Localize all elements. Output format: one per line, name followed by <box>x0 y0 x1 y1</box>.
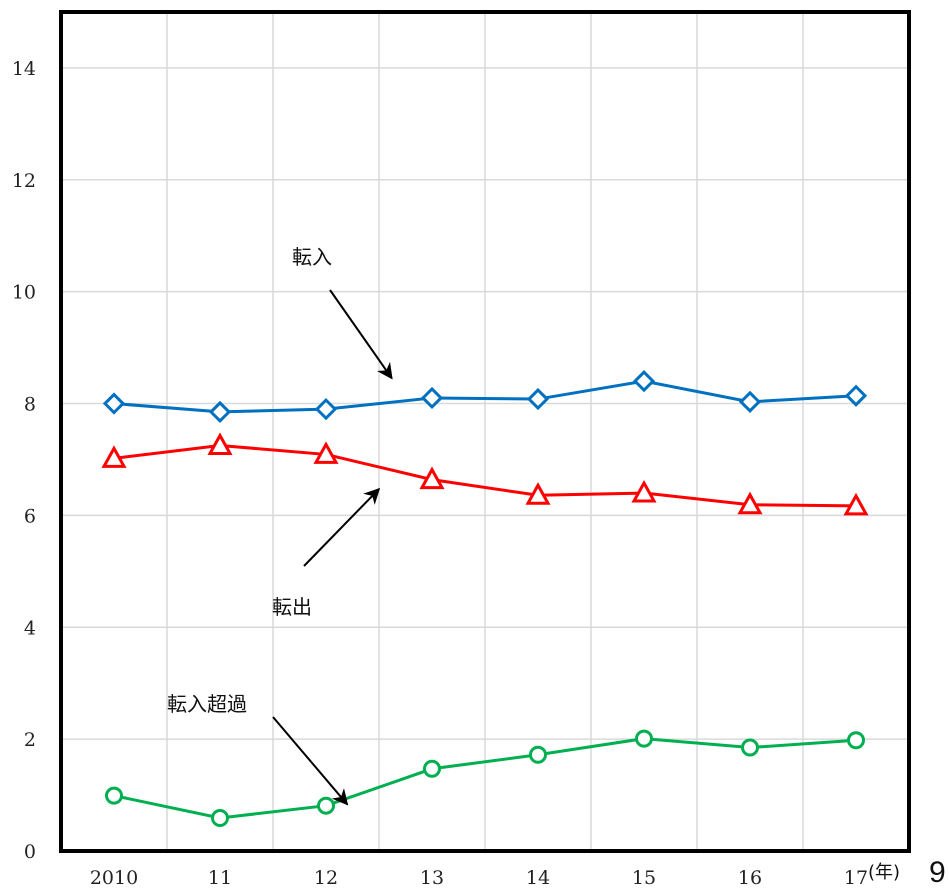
gridlines <box>61 12 909 851</box>
x-axis-ticks: 2010 11 12 13 14 15 16 17 <box>90 867 868 889</box>
data-point-circle <box>211 808 229 827</box>
data-point-triangle <box>207 432 233 455</box>
data-point-circle <box>847 731 865 750</box>
annotation-arrow <box>272 716 349 806</box>
x-tick-label: 14 <box>526 867 550 889</box>
x-axis-unit-label: (年) <box>868 862 900 883</box>
data-point-triangle <box>631 479 657 503</box>
data-point-circle <box>635 729 653 748</box>
x-tick-label: 12 <box>314 867 338 889</box>
x-tick-label: 15 <box>632 867 656 889</box>
data-point-triangle <box>313 441 339 464</box>
series-group <box>101 370 869 827</box>
series-line-triangle <box>113 443 857 508</box>
data-point-diamond <box>420 386 444 410</box>
data-point-diamond <box>314 398 338 421</box>
data-point-circle <box>741 738 759 757</box>
annotation-label: 転入超過 <box>167 692 247 716</box>
y-tick-label: 8 <box>24 394 36 416</box>
x-tick-label: 13 <box>420 867 444 889</box>
y-tick-label: 2 <box>24 729 36 751</box>
y-tick-label: 12 <box>12 170 36 192</box>
data-point-circle <box>529 745 547 764</box>
y-tick-label: 4 <box>24 617 36 639</box>
plot-frame <box>59 10 911 853</box>
data-point-circle <box>317 796 335 815</box>
y-tick-label: 14 <box>12 58 36 80</box>
data-point-diamond <box>632 370 656 393</box>
data-point-triangle <box>101 445 127 468</box>
y-axis-ticks: 0 2 4 6 8 10 12 14 <box>12 58 36 863</box>
y-tick-label: 6 <box>24 505 36 527</box>
x-tick-label: 11 <box>208 867 232 889</box>
page-number: 9 <box>929 856 946 889</box>
data-point-triangle <box>525 482 551 505</box>
data-point-diamond <box>526 387 550 411</box>
data-point-diamond <box>738 390 762 413</box>
annotation-arrow <box>303 487 381 567</box>
annotation-label: 転出 <box>272 595 312 619</box>
data-point-circle <box>423 759 441 778</box>
data-point-diamond <box>844 384 868 407</box>
annotation-label: 転入 <box>292 245 332 269</box>
y-tick-label: 10 <box>12 282 36 304</box>
data-point-diamond <box>102 392 126 415</box>
x-tick-label: 2010 <box>90 867 138 889</box>
annotation-arrow <box>329 289 393 380</box>
data-point-triangle <box>737 491 763 515</box>
x-tick-label: 17 <box>844 867 868 889</box>
series-line-diamond <box>113 379 857 414</box>
series-line-circle <box>113 737 857 820</box>
data-point-circle <box>105 786 123 805</box>
data-point-triangle <box>843 492 869 516</box>
data-point-diamond <box>208 400 232 424</box>
y-tick-label: 0 <box>24 841 36 863</box>
x-tick-label: 16 <box>738 867 762 889</box>
data-point-triangle <box>419 466 445 490</box>
